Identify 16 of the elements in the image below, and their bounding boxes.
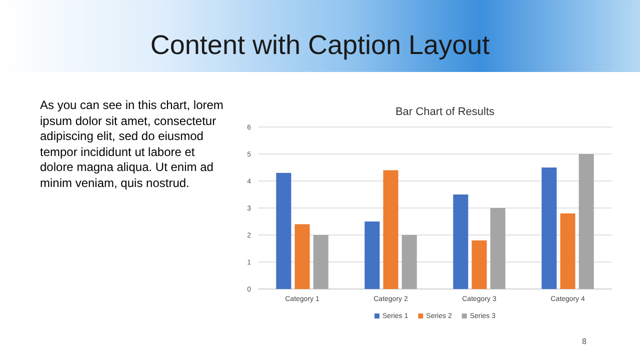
text: As you can see in this chart, lorem ipsum dolor sit amet, consectetur adipiscing elit, sed do eiusmod tempor incididunt ut labore et dolore magna aliqua. Ut enim ad minim veniam, quis nostrud. (40, 98, 224, 191)
chart-title: Bar Chart of Results (395, 106, 496, 118)
text: Content with Caption Layout (149, 30, 491, 61)
bar (453, 194, 468, 289)
text: 8 (582, 337, 586, 346)
bar (490, 208, 506, 289)
bar (402, 235, 417, 289)
bar (276, 172, 292, 289)
bar (383, 170, 398, 289)
bar (313, 235, 328, 289)
bar (472, 240, 487, 289)
bar (294, 224, 310, 289)
bar (542, 168, 557, 289)
bar (560, 213, 576, 289)
bar (364, 222, 380, 289)
bar (578, 154, 594, 289)
